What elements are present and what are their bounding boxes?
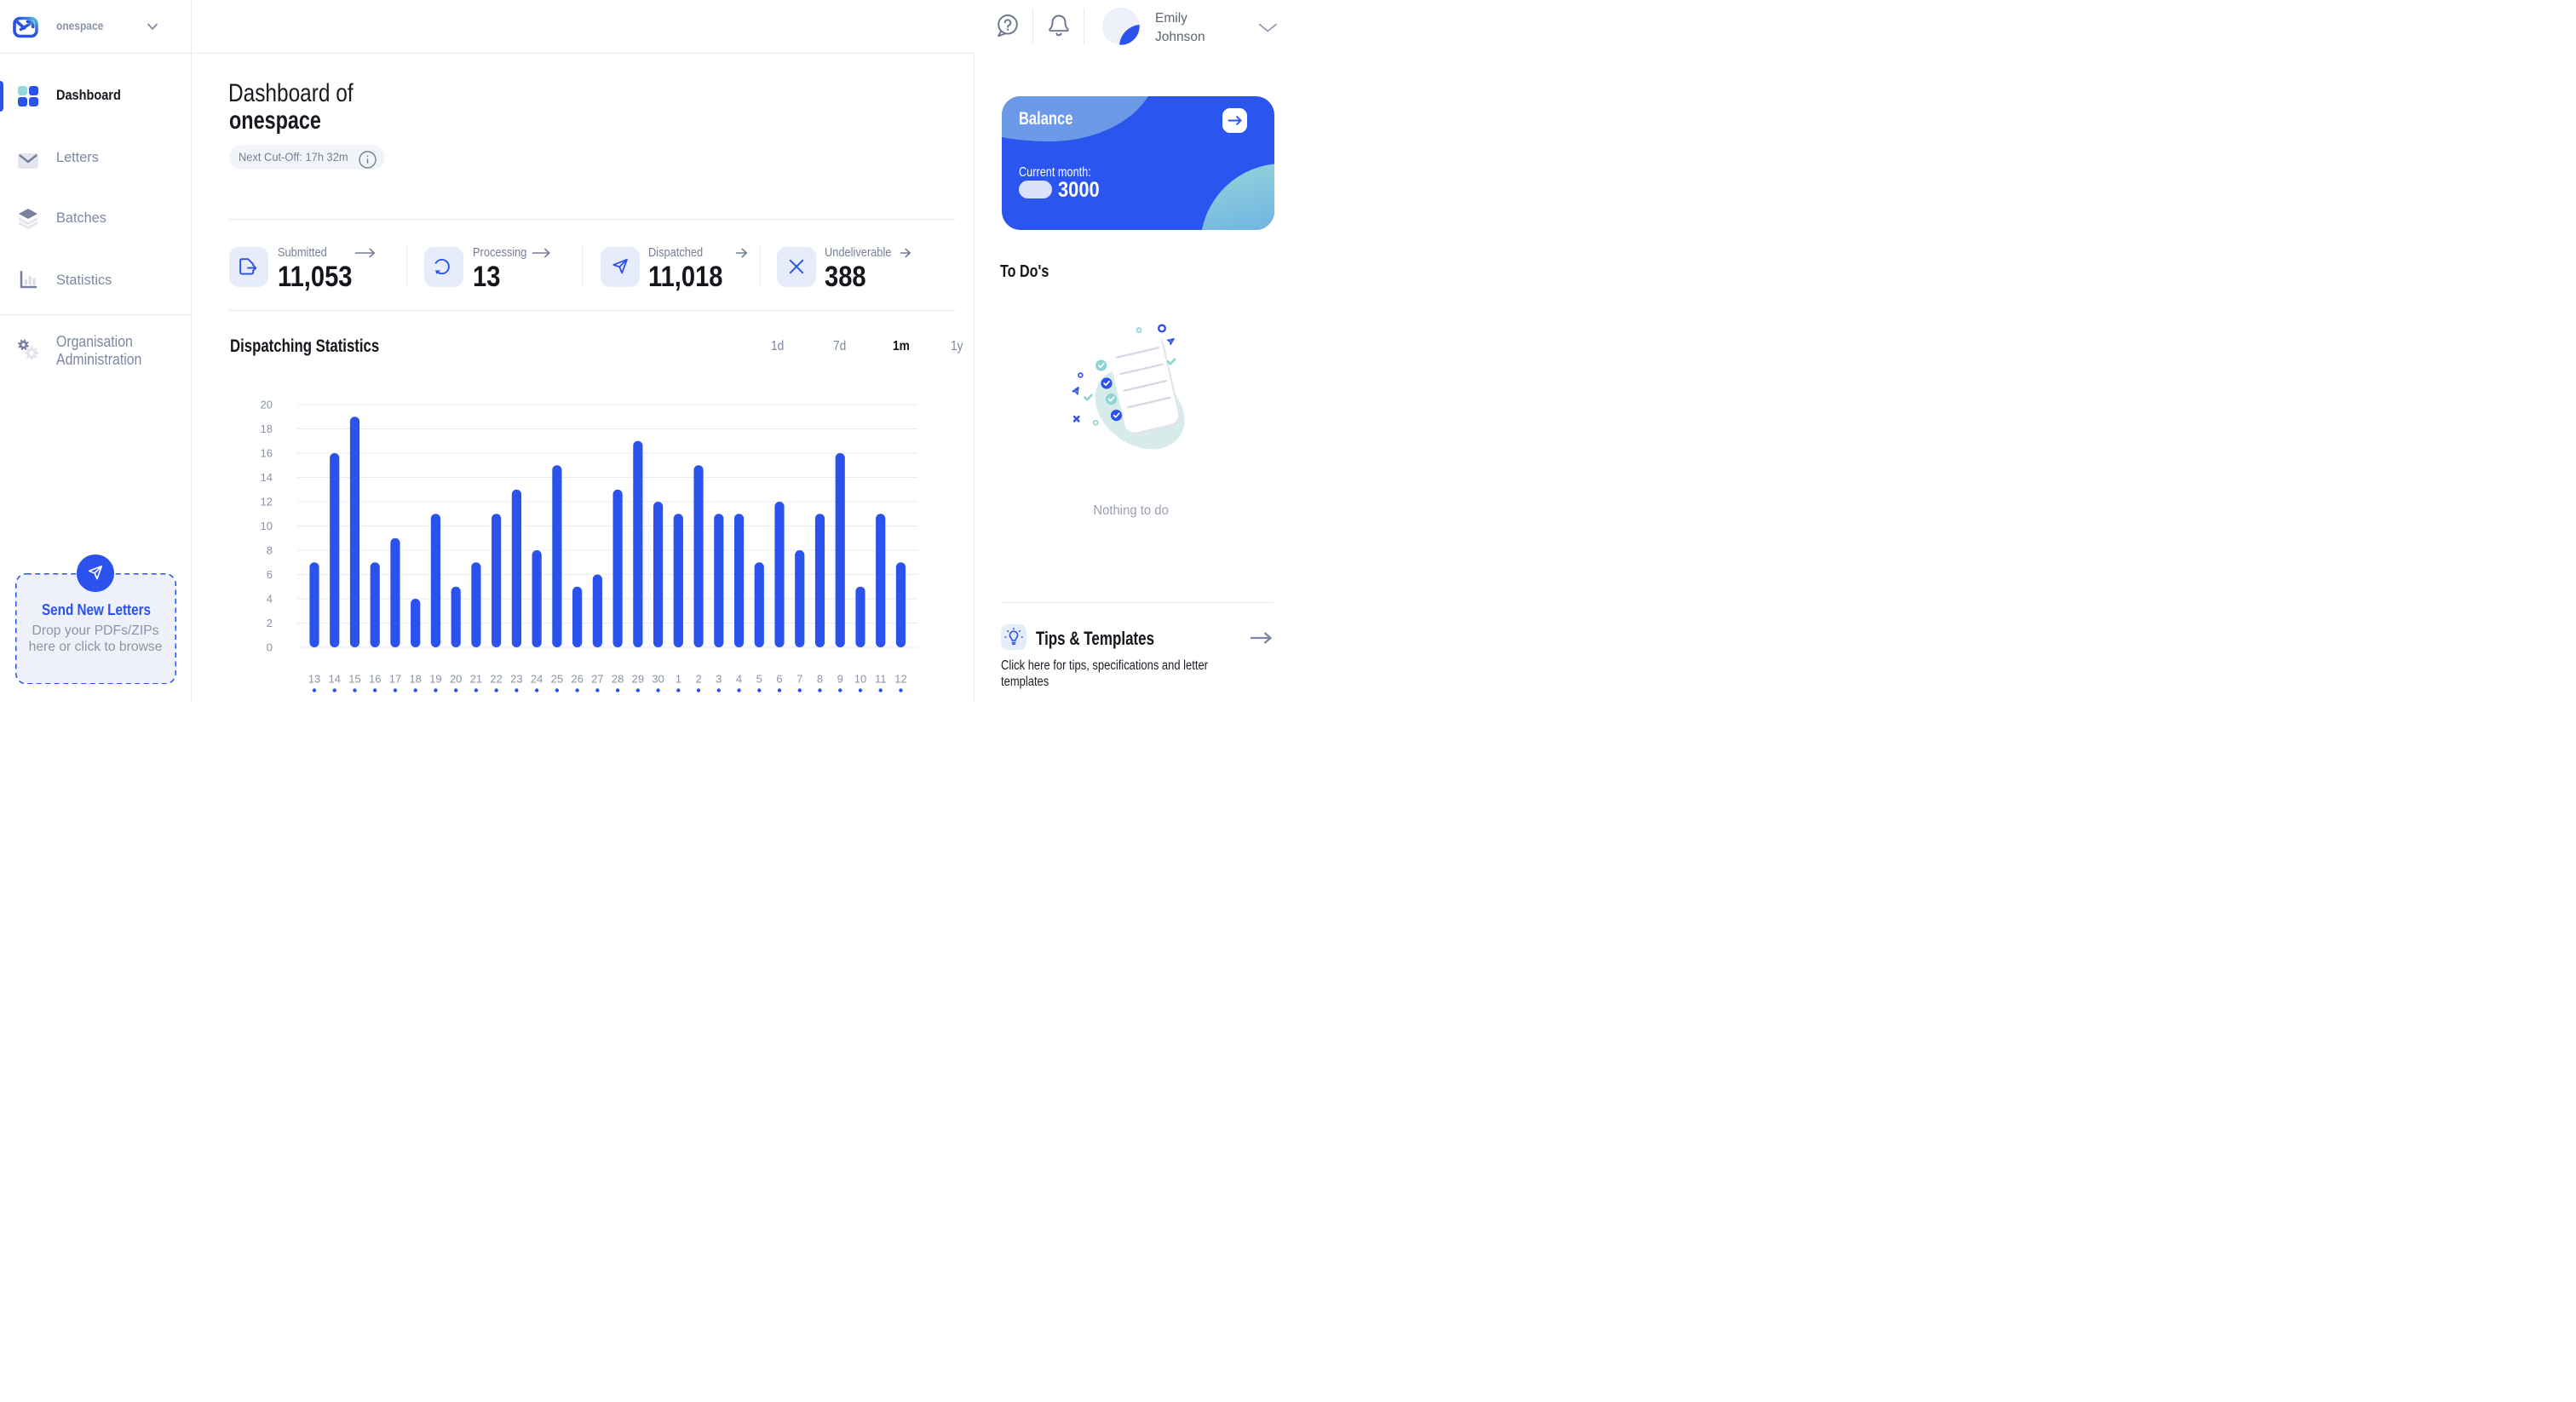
svg-text:12: 12 — [261, 496, 273, 509]
svg-text:18: 18 — [261, 422, 273, 435]
svg-text:29: 29 — [632, 673, 644, 686]
svg-text:5: 5 — [756, 673, 762, 686]
svg-text:12: 12 — [894, 673, 906, 686]
svg-text:14: 14 — [329, 673, 341, 686]
svg-text:8: 8 — [267, 544, 273, 557]
svg-text:0: 0 — [267, 641, 273, 654]
svg-text:11: 11 — [875, 673, 887, 686]
svg-text:2: 2 — [267, 617, 273, 629]
svg-text:6: 6 — [267, 568, 273, 581]
svg-text:8: 8 — [817, 673, 823, 686]
svg-text:30: 30 — [652, 673, 664, 686]
svg-text:24: 24 — [531, 673, 543, 686]
svg-text:3: 3 — [716, 673, 722, 686]
svg-text:22: 22 — [490, 673, 502, 686]
svg-text:16: 16 — [261, 447, 273, 460]
svg-text:23: 23 — [510, 673, 522, 686]
svg-text:26: 26 — [571, 673, 583, 686]
svg-text:21: 21 — [470, 673, 482, 686]
svg-text:10: 10 — [261, 520, 273, 532]
svg-text:27: 27 — [591, 673, 603, 686]
svg-text:6: 6 — [776, 673, 782, 686]
svg-text:15: 15 — [348, 673, 360, 686]
svg-text:9: 9 — [837, 673, 843, 686]
svg-text:20: 20 — [261, 399, 273, 411]
svg-text:25: 25 — [551, 673, 563, 686]
svg-text:4: 4 — [267, 593, 273, 606]
svg-text:16: 16 — [369, 673, 381, 686]
svg-text:10: 10 — [854, 673, 866, 686]
svg-text:17: 17 — [389, 673, 401, 686]
svg-text:18: 18 — [409, 673, 421, 686]
svg-text:20: 20 — [450, 673, 462, 686]
svg-text:7: 7 — [796, 673, 802, 686]
svg-text:13: 13 — [308, 673, 320, 686]
svg-text:14: 14 — [261, 471, 273, 484]
svg-text:4: 4 — [736, 673, 742, 686]
svg-text:1: 1 — [676, 673, 681, 686]
svg-text:2: 2 — [695, 673, 701, 686]
svg-text:19: 19 — [429, 673, 441, 686]
svg-text:28: 28 — [612, 673, 624, 686]
